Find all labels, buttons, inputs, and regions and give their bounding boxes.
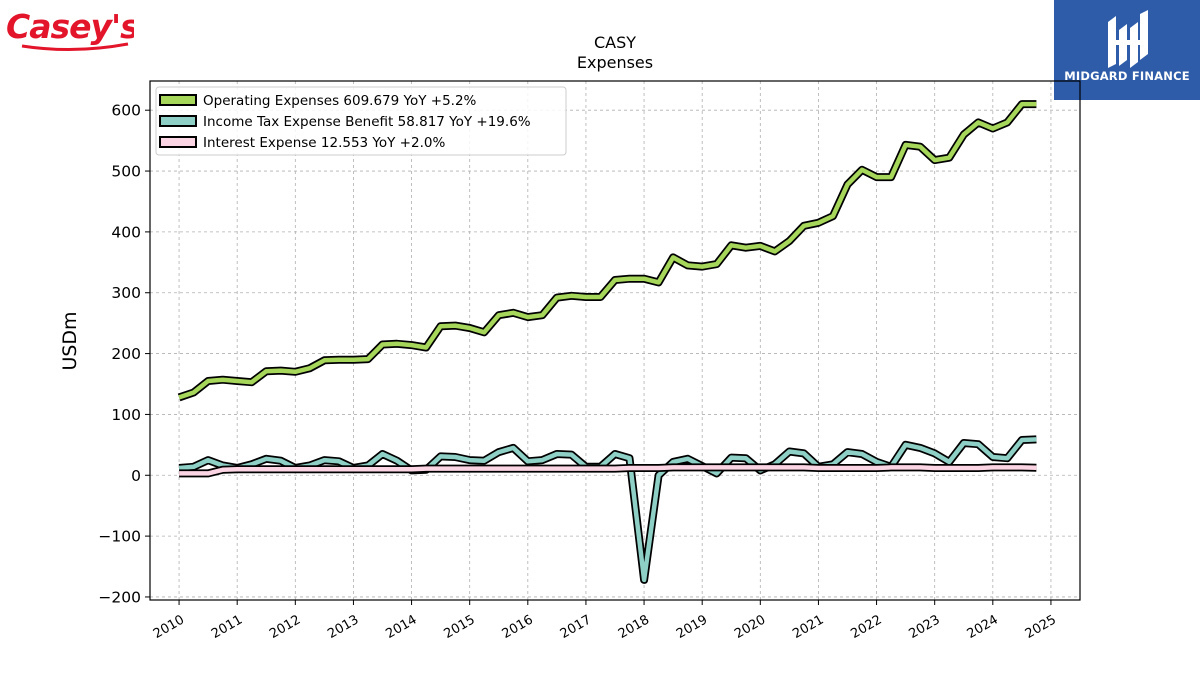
x-tick-label: 2024 xyxy=(965,612,1001,642)
grid xyxy=(150,81,1080,600)
series-lines xyxy=(177,100,1037,584)
legend-label: Interest Expense 12.553 YoY +2.0% xyxy=(203,135,445,151)
legend-label: Income Tax Expense Benefit 58.817 YoY +1… xyxy=(203,114,531,130)
x-tick-label: 2016 xyxy=(500,612,536,642)
series-2 xyxy=(179,463,1037,478)
x-tick-label: 2013 xyxy=(325,612,361,642)
series-line xyxy=(179,465,1037,476)
plot-frame xyxy=(149,80,1081,601)
legend-item: Operating Expenses 609.679 YoY +5.2% xyxy=(159,93,477,109)
legend-swatch xyxy=(159,94,197,106)
series-line xyxy=(178,437,1037,583)
x-tick-label: 2012 xyxy=(267,612,303,642)
x-tick-label: 2021 xyxy=(790,612,826,642)
x-tick-label: 2025 xyxy=(1023,612,1059,642)
midgard-mark-icon xyxy=(1108,10,1148,68)
legend-label: Operating Expenses 609.679 YoY +5.2% xyxy=(203,93,477,109)
logo-swoosh xyxy=(21,42,129,52)
y-tick-label: 200 xyxy=(111,345,141,363)
x-tick-label: 2011 xyxy=(209,612,245,642)
midgard-finance-name: MIDGARD FINANCE xyxy=(1064,69,1190,83)
chart-subtitle: Expenses xyxy=(577,53,653,72)
y-tick-label: 500 xyxy=(111,163,141,181)
caseys-logo: Casey's xyxy=(6,7,134,52)
x-tick-label: 2017 xyxy=(558,612,594,642)
y-axis-label: USDm xyxy=(59,311,81,370)
series-line xyxy=(178,101,1037,400)
x-tick-label: 2020 xyxy=(732,612,768,642)
y-tick-label: 0 xyxy=(131,467,141,485)
chart-title: CASY xyxy=(594,33,636,52)
legend-item: Income Tax Expense Benefit 58.817 YoY +1… xyxy=(159,114,531,130)
legend-swatch xyxy=(159,115,197,127)
x-tick-label: 2019 xyxy=(674,612,710,642)
y-tick-label: −200 xyxy=(98,588,141,606)
x-tick-label: 2022 xyxy=(848,612,884,642)
y-tick-label: 100 xyxy=(111,406,141,424)
x-tick-label: 2015 xyxy=(442,612,478,642)
y-tick-label: 600 xyxy=(111,102,141,120)
x-tick-label: 2023 xyxy=(907,612,943,642)
x-tick-label: 2018 xyxy=(616,612,652,642)
y-tick-label: −100 xyxy=(98,528,141,546)
series-0 xyxy=(177,100,1037,402)
x-tick-label: 2014 xyxy=(383,612,419,642)
legend-swatch xyxy=(159,136,197,148)
caseys-logo-text: Casey's xyxy=(6,7,134,46)
legend: Operating Expenses 609.679 YoY +5.2% Inco… xyxy=(155,86,567,156)
legend-item: Interest Expense 12.553 YoY +2.0% xyxy=(159,135,445,151)
axes: −200 −100 0 100 200 300 400 500 600 2010 2011 2012 2… xyxy=(98,102,1059,642)
series-1 xyxy=(178,435,1037,584)
midgard-finance-logo: MIDGARD FINANCE xyxy=(1054,0,1200,100)
legend-frame xyxy=(155,86,567,156)
y-tick-label: 300 xyxy=(111,284,141,302)
y-tick-label: 400 xyxy=(111,223,141,241)
x-tick-label: 2010 xyxy=(151,612,187,642)
